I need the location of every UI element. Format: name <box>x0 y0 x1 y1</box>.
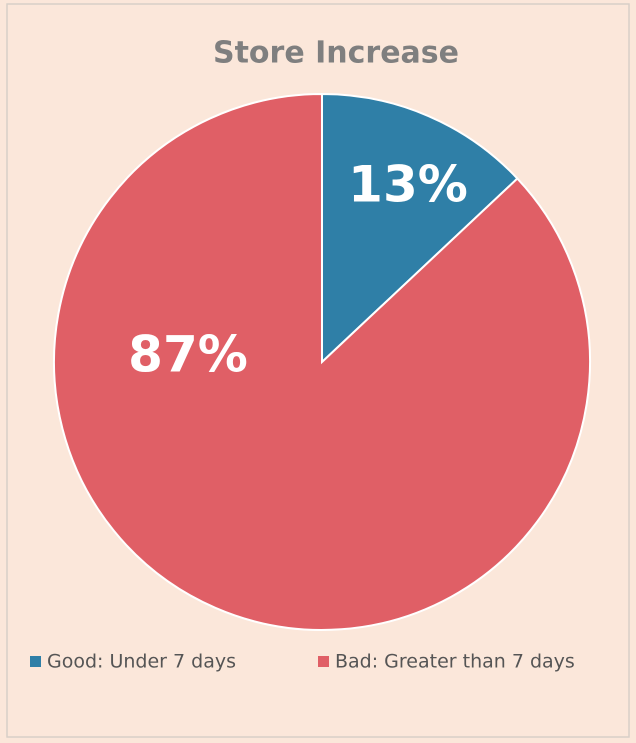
data-label: 87% <box>128 326 248 384</box>
legend-swatch <box>318 656 329 667</box>
legend-label: Good: Under 7 days <box>47 651 236 673</box>
data-label: 13% <box>348 156 468 214</box>
pie-slice <box>53 92 591 631</box>
chart-border <box>6 3 630 738</box>
chart-title: Store Increase <box>213 36 459 71</box>
pie-slice <box>321 92 519 365</box>
legend-label: Bad: Greater than 7 days <box>335 651 575 673</box>
legend-swatch <box>30 656 41 667</box>
